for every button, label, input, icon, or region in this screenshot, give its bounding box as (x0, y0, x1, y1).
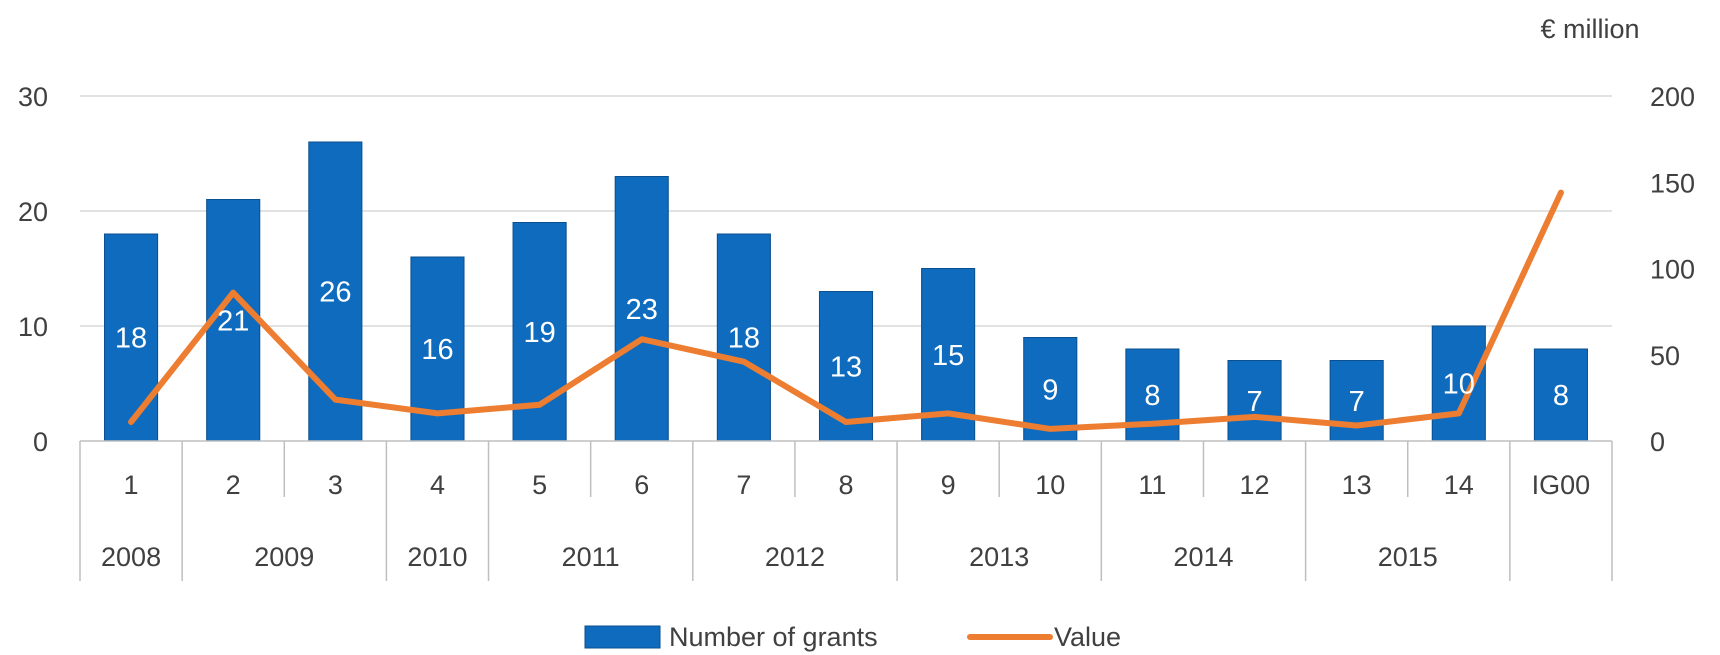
bar-data-label: 23 (626, 294, 658, 326)
category-label: 2 (226, 470, 241, 500)
bar (1431, 325, 1486, 442)
right-tick-label: 50 (1650, 341, 1680, 371)
right-axis-unit: € million (1540, 14, 1639, 44)
bar-data-label: 15 (932, 340, 964, 372)
bar-data-label: 18 (728, 323, 760, 355)
bar (104, 233, 159, 442)
left-tick-label: 20 (18, 197, 48, 227)
category-label: 6 (634, 470, 649, 500)
bar-data-label: 26 (319, 277, 351, 309)
category-label: 10 (1035, 470, 1065, 500)
right-tick-label: 200 (1650, 82, 1695, 112)
bar (716, 233, 771, 442)
bar-data-label: 7 (1246, 386, 1262, 418)
bar-data-label: 19 (523, 317, 555, 349)
bar-data-label: 18 (115, 323, 147, 355)
group-label: 2010 (407, 542, 467, 572)
bar-data-label: 7 (1349, 386, 1365, 418)
bar-data-label: 10 (1443, 369, 1475, 401)
legend-label-number-of-grants: Number of grants (669, 622, 878, 652)
bar-series (104, 141, 1588, 442)
category-label: 12 (1240, 470, 1270, 500)
right-tick-label: 150 (1650, 168, 1695, 198)
bar (818, 291, 874, 442)
line-series (128, 189, 1564, 432)
category-label: 7 (736, 470, 751, 500)
group-label: 2008 (101, 542, 161, 572)
bar (308, 141, 363, 442)
legend: Number of grants Value (584, 622, 1121, 652)
bar-data-label: 13 (830, 351, 862, 383)
category-label: IG00 (1532, 470, 1591, 500)
category-label: 1 (124, 470, 139, 500)
group-label: 2015 (1378, 542, 1438, 572)
bar-data-label: 8 (1144, 380, 1160, 412)
left-tick-label: 0 (33, 427, 48, 457)
bar-data-label: 8 (1553, 380, 1569, 412)
category-label: 3 (328, 470, 343, 500)
category-label: 4 (430, 470, 445, 500)
legend-label-value: Value (1054, 622, 1121, 652)
category-label: 11 (1138, 470, 1166, 500)
group-label: 2012 (765, 542, 825, 572)
bar (206, 199, 261, 442)
category-label: 13 (1342, 470, 1372, 500)
right-axis: 0 50 100 150 200 (1650, 82, 1695, 457)
bar-data-label: 21 (217, 305, 249, 337)
left-tick-label: 30 (18, 82, 48, 112)
left-tick-label: 10 (18, 312, 48, 342)
bar-data-labels: 18 21 26 16 19 23 18 13 15 9 8 7 7 10 8 (115, 277, 1569, 418)
group-label: 2009 (254, 542, 314, 572)
category-label: 5 (532, 470, 547, 500)
bar-data-label: 9 (1042, 374, 1058, 406)
group-label: 2013 (969, 542, 1029, 572)
bar (1533, 348, 1588, 442)
bar (1227, 360, 1282, 442)
group-label: 2014 (1173, 542, 1233, 572)
right-tick-label: 0 (1650, 427, 1665, 457)
legend-swatch-number-of-grants (584, 625, 661, 649)
bar-data-label: 16 (421, 334, 453, 366)
category-label: 8 (838, 470, 853, 500)
category-label: 14 (1444, 470, 1474, 500)
category-label: 9 (941, 470, 956, 500)
group-label: 2011 (562, 542, 620, 572)
left-axis: 0 10 20 30 (18, 82, 48, 457)
right-tick-label: 100 (1650, 255, 1695, 285)
